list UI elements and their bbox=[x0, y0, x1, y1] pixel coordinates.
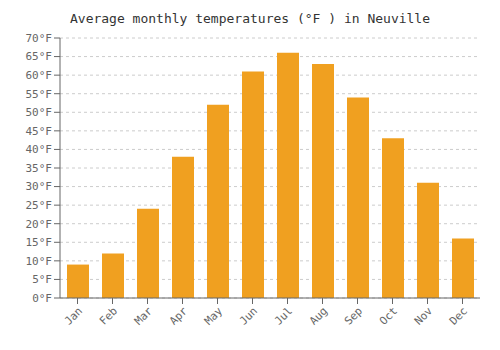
svg-text:Jun: Jun bbox=[237, 304, 260, 327]
svg-text:10°F: 10°F bbox=[26, 255, 53, 268]
html-text:Average monthly temperatures (: Average monthly temperatures (°F ) in Ne… bbox=[70, 11, 430, 26]
svg-text:70°F: 70°F bbox=[26, 32, 53, 45]
svg-text:Nov: Nov bbox=[412, 304, 436, 328]
svg-text:15°F: 15°F bbox=[26, 236, 53, 249]
svg-text:Dec: Dec bbox=[447, 304, 470, 327]
svg-text:60°F: 60°F bbox=[26, 69, 53, 82]
svg-text:Feb: Feb bbox=[97, 304, 120, 327]
svg-text:Mar: Mar bbox=[132, 304, 156, 328]
svg-text:Oct: Oct bbox=[377, 304, 400, 327]
svg-text:40°F: 40°F bbox=[26, 143, 53, 156]
svg-text:50°F: 50°F bbox=[26, 106, 53, 119]
svg-text:20°F: 20°F bbox=[26, 218, 53, 231]
svg-text:65°F: 65°F bbox=[26, 50, 53, 63]
svg-text:35°F: 35°F bbox=[26, 162, 53, 175]
svg-text:25°F: 25°F bbox=[26, 199, 53, 212]
svg-text:Apr: Apr bbox=[167, 304, 191, 328]
svg-text:30°F: 30°F bbox=[26, 180, 53, 193]
svg-text:Aug: Aug bbox=[307, 304, 330, 327]
svg-text:Jul: Jul bbox=[272, 304, 295, 327]
svg-text:45°F: 45°F bbox=[26, 125, 53, 138]
svg-text:55°F: 55°F bbox=[26, 88, 53, 101]
svg-text:5°F: 5°F bbox=[32, 273, 52, 286]
svg-text:Sep: Sep bbox=[342, 304, 365, 327]
svg-text:Jan: Jan bbox=[62, 304, 85, 327]
svg-text:May: May bbox=[202, 304, 226, 328]
svg-text:0°F: 0°F bbox=[32, 292, 52, 305]
